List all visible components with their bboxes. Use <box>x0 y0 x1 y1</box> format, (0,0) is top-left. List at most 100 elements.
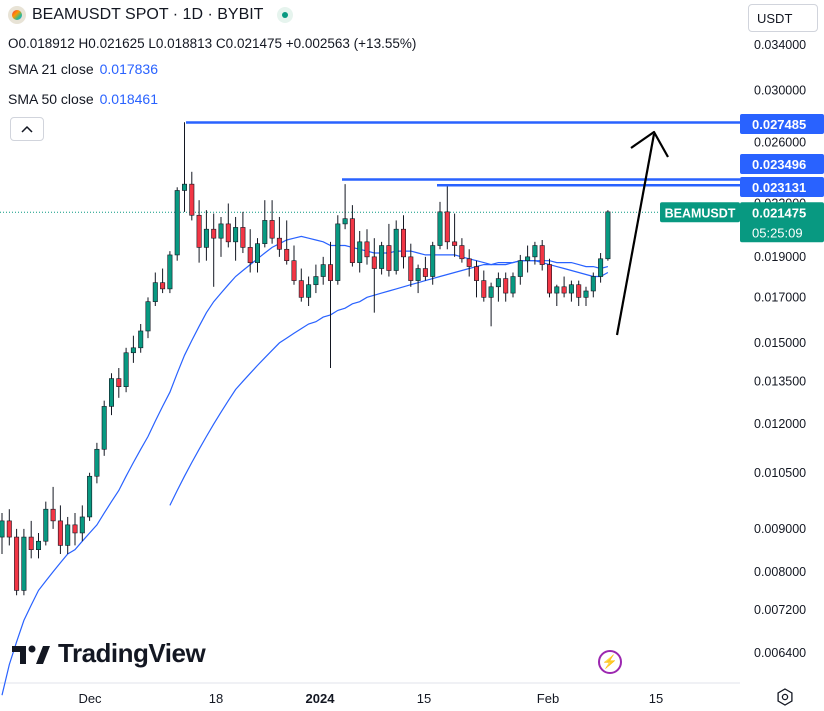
candle-body <box>598 258 604 277</box>
y-tick-label: 0.013500 <box>754 374 806 388</box>
y-tick-label: 0.006400 <box>754 646 806 660</box>
level-price-tag <box>740 154 824 174</box>
y-tick-label: 0.012000 <box>754 417 806 431</box>
candle-body <box>568 284 574 294</box>
candle-body <box>503 278 509 294</box>
level-price-label: 0.023496 <box>752 157 806 172</box>
sma21-value: 0.017836 <box>99 61 159 77</box>
candle-body <box>0 520 5 538</box>
candle-body <box>320 264 326 277</box>
candle-body <box>313 276 319 286</box>
level-price-label: 0.027485 <box>752 117 806 132</box>
candle-body <box>525 256 531 262</box>
sma21-line <box>1 235 609 696</box>
candle-body <box>276 237 282 250</box>
candle-body <box>546 264 552 294</box>
candle-body <box>203 228 209 248</box>
candle-body <box>291 260 297 281</box>
collapse-legend-button[interactable] <box>10 117 44 141</box>
candle-body <box>6 520 12 538</box>
x-tick-label: Dec <box>78 691 102 706</box>
candle-body <box>452 241 458 246</box>
candle-body <box>35 540 41 550</box>
candle-body <box>444 211 450 243</box>
candle-body <box>174 190 180 256</box>
symbol-tag-label: BEAMUSDT <box>665 206 736 220</box>
y-tick-label: 0.015000 <box>754 336 806 350</box>
x-tick-label: Feb <box>537 691 559 706</box>
sma50-value: 0.018461 <box>99 91 159 107</box>
candle-body <box>415 268 421 281</box>
y-tick-label: 0.017000 <box>754 290 806 304</box>
candle-body <box>393 228 399 271</box>
level-price-label: 0.023131 <box>752 180 806 195</box>
candle-body <box>79 516 85 534</box>
candle-body <box>400 228 406 258</box>
candle-body <box>437 211 443 246</box>
y-tick-label: 0.008000 <box>754 565 806 579</box>
x-tick-label: 15 <box>417 691 431 706</box>
candle-body <box>576 284 582 298</box>
sma50-legend[interactable]: SMA 50 close 0.018461 <box>8 91 158 107</box>
candle-body <box>130 347 136 354</box>
candle-body <box>240 227 246 248</box>
candle-body <box>459 245 465 260</box>
candle-body <box>196 214 202 248</box>
candle-body <box>87 475 93 518</box>
candle-body <box>488 286 494 298</box>
settings-icon[interactable] <box>776 688 794 706</box>
y-tick-label: 0.010500 <box>754 466 806 480</box>
sma50-label: SMA 50 close <box>8 91 94 107</box>
y-tick-label: 0.034000 <box>754 38 806 52</box>
candle-body <box>583 290 589 298</box>
sma50-line <box>169 260 609 506</box>
trend-arrow-head <box>630 130 669 158</box>
candle-body <box>21 536 27 591</box>
candle-body <box>123 352 129 388</box>
candle-body <box>65 524 71 546</box>
y-tick-label: 0.030000 <box>754 84 806 98</box>
x-tick-label: 2024 <box>306 691 336 706</box>
candle-body <box>590 276 596 292</box>
candle-body <box>430 245 436 277</box>
candle-body <box>57 520 63 546</box>
lightning-icon[interactable]: ⚡ <box>598 650 622 674</box>
candle-body <box>422 268 428 277</box>
symbol-tag <box>660 202 740 223</box>
sma21-label: SMA 21 close <box>8 61 94 77</box>
symbol-title[interactable]: BEAMUSDT SPOT · 1D · BYBIT <box>32 6 264 23</box>
candle-body <box>269 220 275 239</box>
candle-body <box>342 218 348 225</box>
countdown-label: 05:25:09 <box>752 225 803 240</box>
candle-body <box>211 228 217 239</box>
candle-body <box>495 278 501 288</box>
candle-body <box>335 223 341 281</box>
candle-body <box>72 524 78 534</box>
candle-body <box>189 183 195 216</box>
exchange-logo-icon <box>8 6 26 24</box>
candle-body <box>182 183 188 191</box>
candle-body <box>554 286 560 294</box>
candle-body <box>510 276 516 294</box>
sma21-legend[interactable]: SMA 21 close 0.017836 <box>8 61 158 77</box>
candle-body <box>28 536 34 550</box>
candle-body <box>473 266 479 281</box>
market-open-dot-icon <box>277 7 294 23</box>
candle-body <box>605 211 611 260</box>
candle-body <box>466 258 472 267</box>
candle-body <box>116 378 122 388</box>
candle-body <box>357 241 363 263</box>
candle-body <box>233 227 239 243</box>
tradingview-logo: TradingView <box>12 638 206 669</box>
candle-body <box>50 508 56 522</box>
candle-body <box>262 220 268 244</box>
y-tick-label: 0.019000 <box>754 250 806 264</box>
level-price-tag <box>740 177 824 197</box>
y-tick-label: 0.009000 <box>754 522 806 536</box>
candle-body <box>145 301 151 332</box>
currency-button[interactable]: USDT <box>748 4 818 32</box>
candle-body <box>379 245 385 269</box>
candle-body <box>532 245 538 258</box>
candle-body <box>152 282 158 302</box>
